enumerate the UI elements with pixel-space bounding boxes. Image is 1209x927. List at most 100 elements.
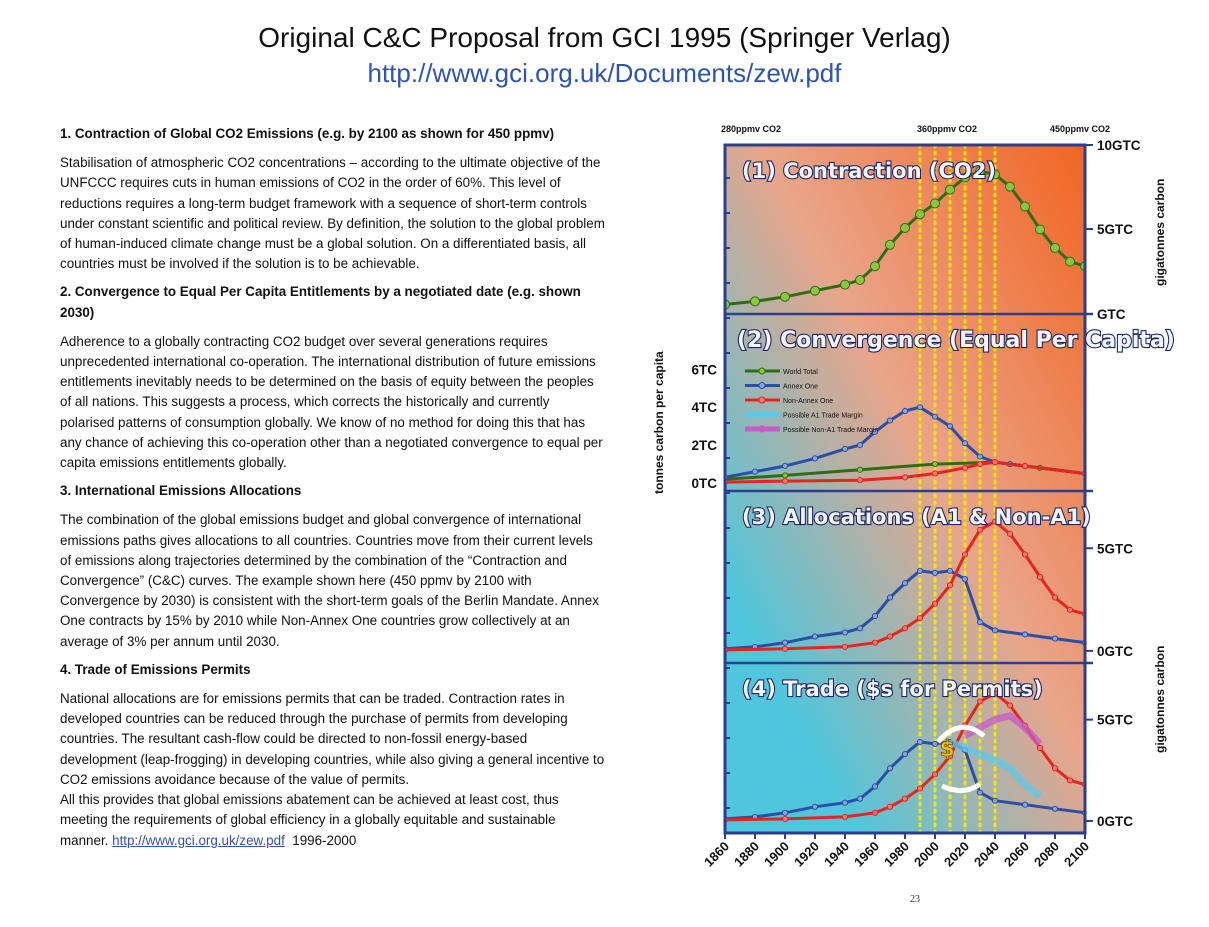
- data-point: [931, 460, 939, 468]
- legend-marker: [758, 396, 766, 404]
- data-point: [900, 222, 910, 233]
- data-point: [1021, 462, 1029, 470]
- data-point: [1021, 631, 1029, 638]
- ppmv-marker-label: 450ppmv CO2: [1050, 124, 1110, 134]
- data-point: [811, 633, 819, 640]
- ppmv-marker-label: 280ppmv CO2: [721, 124, 781, 134]
- section-4-body: National allocations are for emissions p…: [60, 689, 605, 851]
- data-point: [961, 464, 969, 471]
- data-point: [1066, 606, 1074, 613]
- data-point: [841, 629, 849, 636]
- section-3-heading: 3. International Emissions Allocations: [60, 483, 302, 499]
- data-point: [886, 594, 894, 601]
- data-point: [901, 407, 909, 415]
- panel-title: (2) Convergence (Equal Per Capita): [737, 328, 1175, 353]
- data-point: [856, 442, 864, 449]
- section-1-body: Stabilisation of atmospheric CO2 concent…: [60, 155, 605, 272]
- data-point: [1036, 744, 1044, 752]
- data-point: [856, 795, 864, 802]
- legend-marker: [758, 425, 766, 433]
- data-point: [781, 472, 789, 479]
- x-tick-label: 1860: [701, 839, 732, 870]
- data-point: [885, 239, 895, 250]
- x-tick-label: 2100: [1061, 839, 1092, 870]
- left-tick-label: 6TC: [691, 362, 717, 377]
- ppmv-marker-label: 360ppmv CO2: [917, 124, 977, 134]
- data-point: [841, 813, 849, 820]
- right-axis-title-bottom: gigatonnes carbon: [1153, 646, 1167, 753]
- data-point: [781, 815, 789, 823]
- page-subtitle-url[interactable]: http://www.gci.org.uk/Documents/zew.pdf: [367, 58, 842, 88]
- section-1-heading: 1. Contraction of Global CO2 Emissions (…: [60, 126, 555, 141]
- x-tick-label: 1920: [791, 839, 822, 870]
- data-point: [1050, 242, 1060, 253]
- data-point: [1005, 181, 1015, 192]
- legend-label: Possible Non-A1 Trade Margin: [783, 427, 878, 434]
- data-point: [871, 639, 879, 646]
- section-2-body: Adherence to a globally contracting CO2 …: [60, 333, 603, 471]
- data-point: [945, 184, 955, 195]
- legend-label: World Total: [783, 369, 818, 376]
- right-tick-label: 5GTC: [1097, 222, 1133, 237]
- data-point: [1036, 573, 1044, 581]
- x-tick-label: 2060: [1001, 839, 1032, 870]
- series-line-possible-a1-trade-margin: [948, 738, 1043, 800]
- page-title: Original C&C Proposal from GCI 1995 (Spr…: [258, 22, 951, 53]
- data-point: [976, 789, 984, 796]
- data-point: [840, 279, 850, 290]
- x-tick-label: 1980: [881, 839, 912, 870]
- data-point: [901, 474, 909, 481]
- zew-link[interactable]: http://www.gci.org.uk/zew.pdf: [112, 832, 285, 848]
- data-point: [781, 639, 789, 646]
- data-point: [1051, 635, 1059, 642]
- data-point: [810, 285, 820, 296]
- data-point: [991, 627, 999, 634]
- data-point: [901, 625, 909, 632]
- trade-arrow: [936, 724, 986, 744]
- link-years: 1996-2000: [292, 832, 357, 848]
- data-point: [871, 783, 879, 790]
- data-point: [886, 803, 894, 810]
- data-point: [811, 803, 819, 810]
- series-line-annex-one: [725, 569, 1085, 651]
- plot-background: [725, 145, 1085, 833]
- data-point: [841, 445, 849, 453]
- right-tick-label: 0GTC: [1097, 644, 1133, 659]
- section-4-heading: 4. Trade of Emissions Permits: [60, 661, 251, 677]
- series-line-non-annex-one: [725, 520, 1085, 652]
- series-line-annex-one: [725, 740, 1085, 821]
- data-point: [751, 468, 759, 475]
- data-point: [781, 645, 789, 652]
- data-point: [946, 567, 954, 574]
- data-point: [931, 740, 939, 748]
- data-point: [856, 625, 864, 632]
- data-point: [750, 296, 760, 307]
- data-point: [1065, 256, 1075, 267]
- left-axis-title: tonnes carbon per capita: [652, 351, 666, 494]
- data-point: [915, 209, 925, 220]
- data-point: [931, 600, 939, 607]
- dollar-icon: $: [940, 737, 955, 762]
- legend-marker: [758, 411, 766, 418]
- data-point: [916, 404, 924, 411]
- section-2-heading: 2. Convergence to Equal Per Capita Entit…: [60, 284, 581, 320]
- legend-marker: [758, 367, 766, 375]
- text-column: 1. Contraction of Global CO2 Emissions (…: [60, 124, 605, 851]
- data-point: [916, 785, 924, 792]
- data-point: [976, 460, 984, 468]
- data-point: [886, 417, 894, 424]
- right-tick-label: 5GTC: [1097, 713, 1133, 728]
- data-point: [960, 172, 970, 183]
- data-point: [781, 478, 789, 485]
- data-point: [781, 809, 789, 816]
- data-point: [811, 455, 819, 462]
- data-point: [976, 698, 984, 705]
- data-point: [991, 690, 999, 697]
- x-tick-label: 2000: [911, 839, 942, 870]
- data-point: [976, 453, 984, 460]
- data-point: [1035, 224, 1045, 235]
- data-point: [886, 633, 894, 640]
- data-point: [1051, 805, 1059, 812]
- x-tick-label: 2080: [1031, 839, 1062, 870]
- x-tick-label: 1880: [731, 839, 762, 870]
